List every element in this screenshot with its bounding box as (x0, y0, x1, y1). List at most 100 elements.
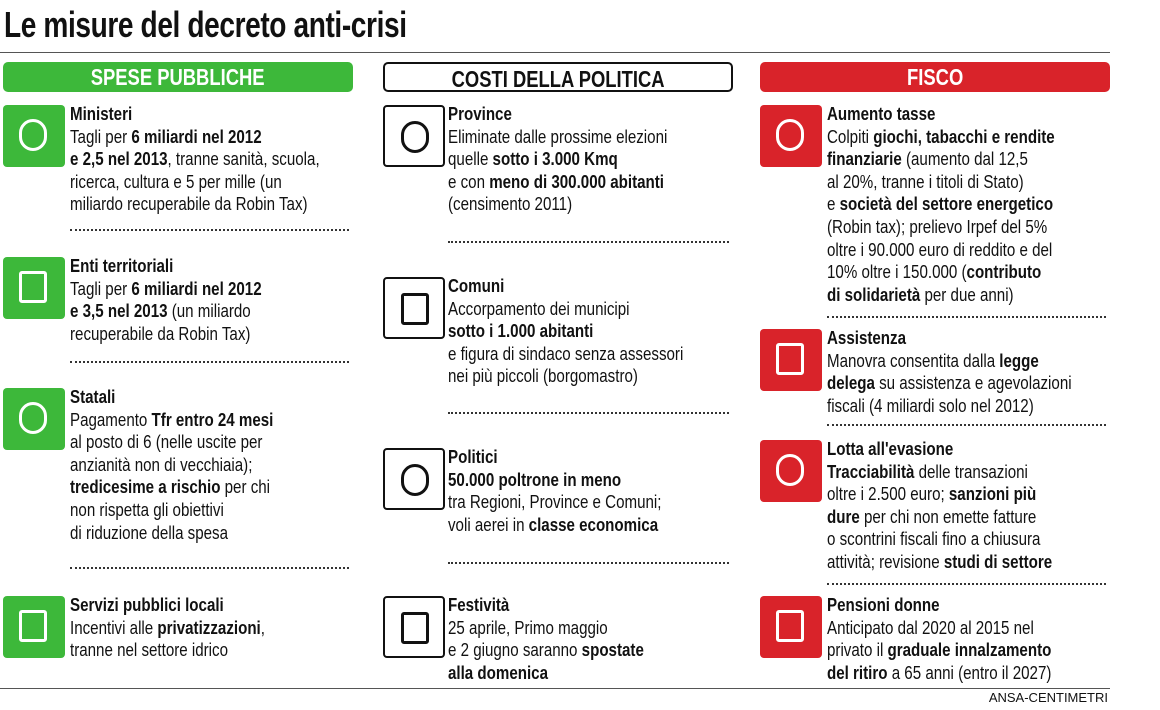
item-title: Enti territoriali (70, 256, 174, 276)
text-run: tranne nel settore idrico (70, 640, 229, 661)
item-line: Manovra consentita dalla legge (827, 350, 1072, 373)
item: Comuni Accorpamento dei municipi sotto i 1… (448, 275, 683, 388)
text-run: anzianità non di vecchiaia); (70, 454, 253, 475)
icon-glyph (19, 119, 47, 151)
text-run: e (827, 194, 840, 215)
item-line: fiscali (4 miliardi solo nel 2012) (827, 395, 1072, 418)
item-line: o scontrini fiscali fino a chiusura (827, 528, 1052, 551)
icon (760, 329, 822, 391)
text-run: delle transazioni (914, 461, 1028, 482)
item-line: tranne nel settore idrico (70, 639, 265, 662)
source: ANSA-CENTIMETRI (988, 690, 1108, 705)
item-line: nei più piccoli (borgomastro) (448, 365, 683, 388)
text-run-bold: sotto i 3.000 Kmq (492, 149, 618, 170)
item-line: e 3,5 nel 2013 (un miliardo (70, 300, 262, 323)
item-title: Festività (448, 595, 510, 615)
item-title: Politici (448, 447, 498, 467)
item-line: quelle sotto i 3.000 Kmq (448, 148, 667, 171)
item-title: Province (448, 104, 512, 124)
text-run: Pagamento (70, 409, 152, 430)
text-run-bold: sanzioni più (948, 484, 1037, 505)
text-run: al 20%, tranne i titoli di Stato) (827, 171, 1024, 192)
icon (760, 440, 822, 502)
item-title: Statali (70, 387, 116, 407)
text-run-bold: tredicesime a rischio (70, 477, 221, 498)
item-line: ricerca, cultura e 5 per mille (un (70, 171, 320, 194)
item-line: 50.000 poltrone in meno (448, 469, 661, 492)
column-header: FISCO (760, 62, 1110, 92)
text-run-bold: e 2,5 nel 2013 (70, 149, 168, 170)
text-run-bold: sotto i 1.000 abitanti (448, 321, 594, 342)
text-run: e 2 giugno saranno (448, 640, 582, 661)
text-run: per chi (220, 477, 271, 498)
item: Enti territoriali Tagli per 6 miliardi ne… (70, 255, 262, 345)
item-line: non rispetta gli obiettivi (70, 499, 273, 522)
item-line: Accorpamento dei municipi (448, 298, 683, 321)
text-run-bold: società del settore energetico (839, 194, 1054, 215)
text-run: su assistenza e agevolazioni (874, 373, 1072, 394)
item: Aumento tasse Colpiti giochi, tabacchi e … (827, 103, 1055, 306)
item-line: di solidarietà per due anni) (827, 284, 1055, 307)
icon-glyph (401, 293, 429, 325)
text-run-bold: dure (827, 506, 860, 527)
text-run-bold: 50.000 poltrone in meno (448, 469, 622, 490)
text-run: (aumento dal 12,5 (901, 149, 1028, 170)
text-run: e con (448, 171, 490, 192)
separator (70, 229, 349, 231)
item-line: attività; revisione studi di settore (827, 551, 1052, 574)
text-run-bold: alla domenica (448, 662, 549, 683)
item-line: e 2 giugno saranno spostate (448, 639, 644, 662)
icon (3, 105, 65, 167)
item-line: Eliminate dalle prossime elezioni (448, 126, 667, 149)
text-run: al posto di 6 (nelle uscite per (70, 432, 263, 453)
icon (3, 388, 65, 450)
item-line: Tagli per 6 miliardi nel 2012 (70, 278, 262, 301)
item-line: Anticipato dal 2020 al 2015 nel (827, 617, 1051, 640)
text-run: per chi non emette fatture (859, 506, 1037, 527)
text-run: Tagli per (70, 126, 132, 147)
item-line: privato il graduale innalzamento (827, 639, 1051, 662)
item-line: tredicesime a rischio per chi (70, 476, 273, 499)
text-run-bold: contributo (966, 262, 1042, 283)
text-run: Eliminate dalle prossime elezioni (448, 126, 668, 147)
separator (448, 562, 729, 564)
icon (383, 596, 445, 658)
item-line: recuperabile da Robin Tax) (70, 323, 262, 346)
text-run-bold: del ritiro (827, 662, 888, 683)
separator (827, 583, 1106, 585)
item-title: Ministeri (70, 104, 133, 124)
item-line: dure per chi non emette fatture (827, 506, 1052, 529)
item: Province Eliminate dalle prossime elezion… (448, 103, 667, 216)
text-run: privato il (827, 640, 888, 661)
column-header: COSTI DELLA POLITICA (383, 62, 733, 92)
column-header-text: FISCO (906, 64, 964, 90)
text-run-bold: classe economica (528, 514, 659, 535)
text-run: o scontrini fiscali fino a chiusura (827, 529, 1041, 550)
text-run: per due anni) (920, 284, 1014, 305)
icon (760, 596, 822, 658)
text-run-bold: graduale innalzamento (887, 640, 1052, 661)
item: Lotta all'evasione Tracciabilità delle tr… (827, 438, 1052, 574)
icon (760, 105, 822, 167)
item-line: Incentivi alle privatizzazioni, (70, 617, 265, 640)
icon (3, 257, 65, 319)
item-line: al posto di 6 (nelle uscite per (70, 431, 273, 454)
icon-glyph (776, 454, 804, 486)
separator (448, 241, 729, 243)
text-run: ricerca, cultura e 5 per mille (un (70, 171, 282, 192)
item-line: e con meno di 300.000 abitanti (448, 171, 667, 194)
icon (3, 596, 65, 658)
separator (448, 412, 729, 414)
item-title: Pensioni donne (827, 595, 940, 615)
text-run: Anticipato dal 2020 al 2015 nel (827, 617, 1034, 638)
item: Politici 50.000 poltrone in meno tra Regio… (448, 446, 661, 536)
text-run-bold: meno di 300.000 abitanti (489, 171, 664, 192)
item-title: Servizi pubblici locali (70, 595, 224, 615)
text-run-bold: privatizzazioni (157, 617, 261, 638)
item-line: Colpiti giochi, tabacchi e rendite (827, 126, 1055, 149)
text-run: voli aerei in (448, 514, 529, 535)
item-line: miliardo recuperabile da Robin Tax) (70, 193, 320, 216)
item-line: e figura di sindaco senza assessori (448, 343, 683, 366)
text-run-bold: giochi, tabacchi e rendite (873, 126, 1055, 147)
text-run: Manovra consentita dalla (827, 350, 1000, 371)
